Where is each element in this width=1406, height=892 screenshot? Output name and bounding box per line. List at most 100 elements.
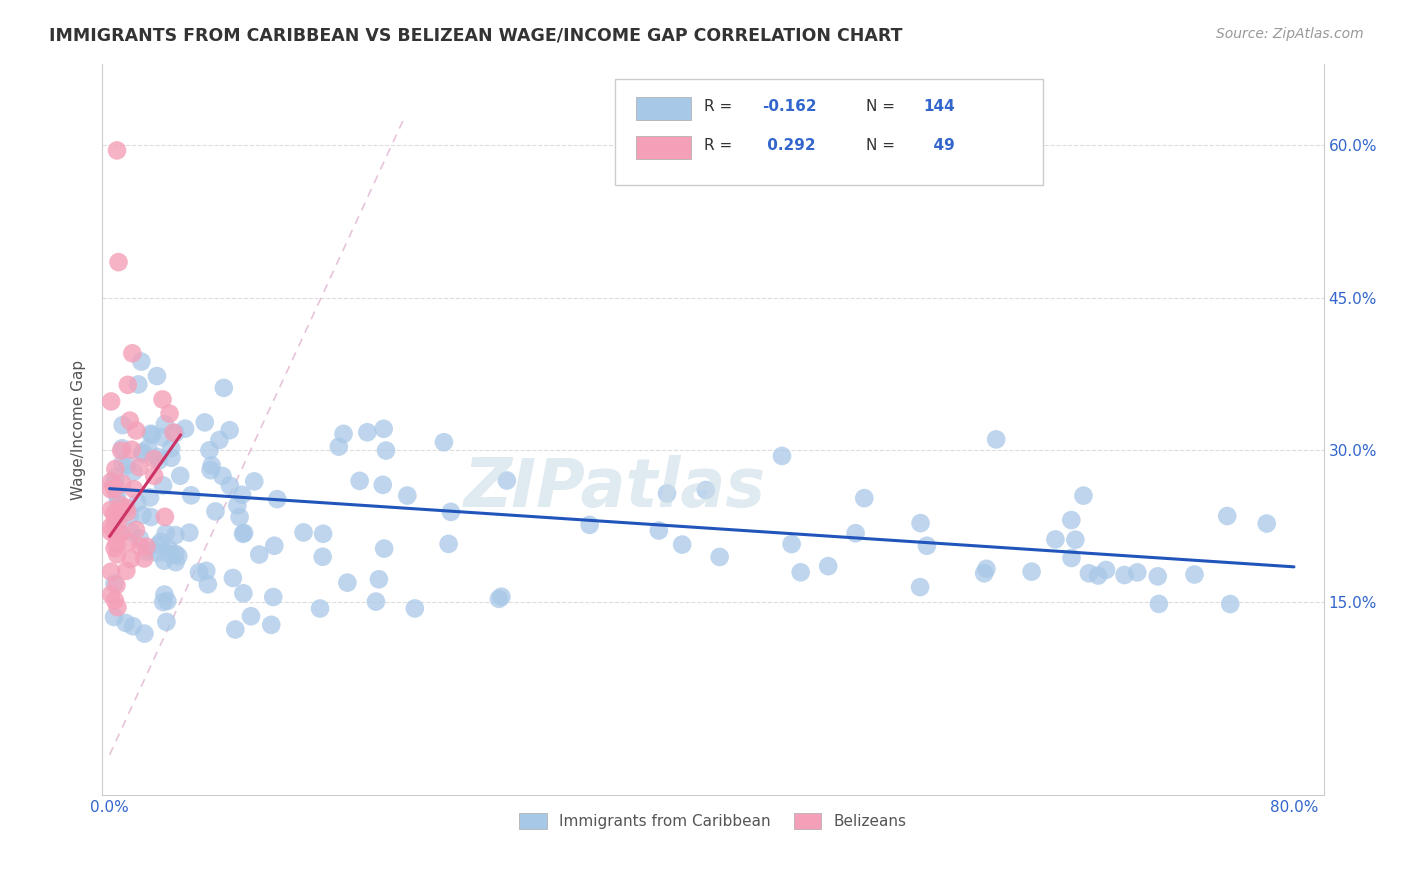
- Text: R =: R =: [704, 99, 738, 114]
- Point: [1256, 516, 1278, 531]
- Point: [129, 540, 152, 554]
- Point: [111, 442, 134, 456]
- Point: [1021, 565, 1043, 579]
- Point: [853, 491, 876, 505]
- Point: [222, 571, 245, 585]
- Point: [152, 392, 174, 407]
- Point: [1216, 509, 1239, 524]
- Point: [162, 425, 184, 440]
- Point: [232, 526, 254, 541]
- Point: [224, 623, 246, 637]
- Point: [125, 424, 148, 438]
- Point: [155, 615, 177, 629]
- Point: [121, 346, 143, 360]
- Point: [233, 525, 256, 540]
- Point: [180, 488, 202, 502]
- Point: [349, 474, 371, 488]
- Point: [770, 449, 793, 463]
- Text: 49: 49: [922, 137, 955, 153]
- Point: [104, 593, 127, 607]
- Point: [122, 482, 145, 496]
- Point: [356, 425, 378, 440]
- Point: [156, 594, 179, 608]
- Bar: [636, 136, 690, 159]
- Point: [117, 377, 139, 392]
- Point: [104, 462, 127, 476]
- Point: [104, 515, 127, 529]
- Point: [136, 441, 159, 455]
- Point: [1077, 566, 1099, 581]
- Point: [139, 510, 162, 524]
- Point: [146, 369, 169, 384]
- Point: [159, 547, 181, 561]
- Point: [159, 407, 181, 421]
- Point: [107, 505, 129, 519]
- Point: [121, 442, 143, 457]
- Point: [231, 488, 253, 502]
- Point: [153, 588, 176, 602]
- Point: [105, 537, 128, 551]
- Point: [100, 524, 122, 539]
- Point: [695, 483, 717, 497]
- Point: [371, 478, 394, 492]
- Point: [1126, 566, 1149, 580]
- Point: [120, 552, 142, 566]
- Point: [100, 475, 122, 489]
- Point: [240, 609, 263, 624]
- Point: [373, 541, 395, 556]
- Point: [103, 610, 125, 624]
- Point: [488, 591, 510, 606]
- Point: [128, 460, 150, 475]
- Point: [104, 527, 127, 541]
- Point: [104, 470, 127, 484]
- Text: 0.292: 0.292: [762, 137, 815, 153]
- Point: [292, 525, 315, 540]
- Point: [908, 580, 931, 594]
- Point: [104, 541, 127, 556]
- Point: [247, 548, 270, 562]
- Point: [1060, 513, 1083, 527]
- Point: [976, 562, 998, 576]
- Point: [117, 505, 139, 519]
- Point: [135, 540, 157, 554]
- Point: [578, 517, 600, 532]
- Point: [160, 450, 183, 465]
- Point: [105, 144, 128, 158]
- Point: [107, 516, 129, 531]
- Point: [1064, 533, 1087, 547]
- Point: [139, 426, 162, 441]
- Point: [110, 526, 132, 541]
- Bar: [636, 97, 690, 120]
- Point: [243, 475, 266, 489]
- Point: [364, 594, 387, 608]
- Point: [197, 577, 219, 591]
- Point: [149, 535, 172, 549]
- Text: IMMIGRANTS FROM CARIBBEAN VS BELIZEAN WAGE/INCOME GAP CORRELATION CHART: IMMIGRANTS FROM CARIBBEAN VS BELIZEAN WA…: [49, 27, 903, 45]
- Point: [194, 416, 217, 430]
- Point: [132, 445, 155, 459]
- Point: [373, 422, 395, 436]
- Point: [100, 483, 122, 497]
- Point: [114, 615, 136, 630]
- Point: [1147, 597, 1170, 611]
- Point: [332, 426, 354, 441]
- Point: [148, 538, 170, 552]
- Point: [228, 510, 250, 524]
- Y-axis label: Wage/Income Gap: Wage/Income Gap: [72, 359, 86, 500]
- Point: [219, 478, 242, 492]
- Point: [1219, 597, 1241, 611]
- Point: [111, 418, 134, 433]
- Legend: Immigrants from Caribbean, Belizeans: Immigrants from Caribbean, Belizeans: [513, 806, 912, 835]
- Point: [165, 547, 187, 561]
- Point: [188, 566, 211, 580]
- Point: [973, 566, 995, 581]
- Point: [437, 537, 460, 551]
- Point: [110, 443, 132, 458]
- Point: [165, 528, 187, 542]
- Point: [780, 537, 803, 551]
- Point: [1060, 551, 1083, 566]
- Point: [496, 474, 519, 488]
- Point: [152, 430, 174, 444]
- Point: [491, 590, 513, 604]
- Point: [118, 508, 141, 523]
